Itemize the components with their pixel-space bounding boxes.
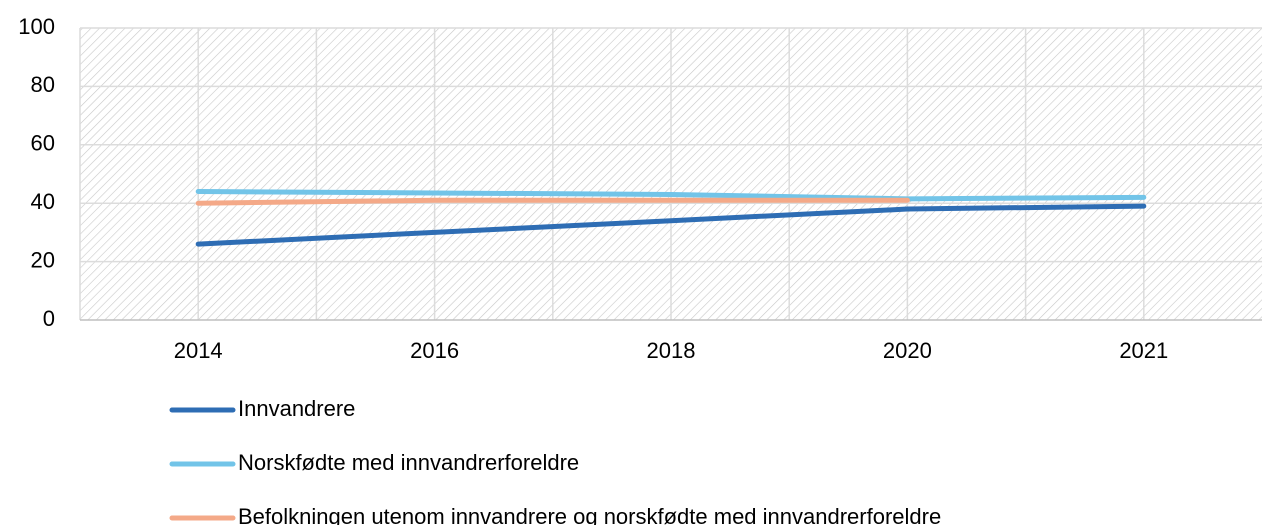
legend-label: Norskfødte med innvandrerforeldre	[238, 450, 579, 475]
x-tick-label: 2016	[410, 338, 459, 363]
labels: 0 20 40 60 80 100 2014 2016 2018 2020 2021 Innvandr…	[18, 14, 1168, 525]
x-tick-label: 2021	[1119, 338, 1168, 363]
legend-label: Innvandrere	[238, 396, 355, 421]
y-tick-label: 40	[31, 189, 55, 214]
series-line	[195, 197, 910, 206]
grid	[79, 27, 1262, 321]
y-tick-label: 100	[18, 14, 55, 39]
x-tick-label: 2020	[883, 338, 932, 363]
y-tick-label: 20	[31, 247, 55, 272]
legend-label: Befolkningen utenom innvandrere og norsk…	[238, 504, 941, 525]
y-tick-label: 0	[43, 306, 55, 331]
x-tick-label: 2014	[174, 338, 223, 363]
series-line	[195, 203, 1147, 247]
x-tick-label: 2018	[647, 338, 696, 363]
marks	[195, 189, 1147, 247]
y-tick-label: 60	[31, 131, 55, 156]
y-tick-label: 80	[31, 72, 55, 97]
series-line	[195, 189, 1147, 202]
